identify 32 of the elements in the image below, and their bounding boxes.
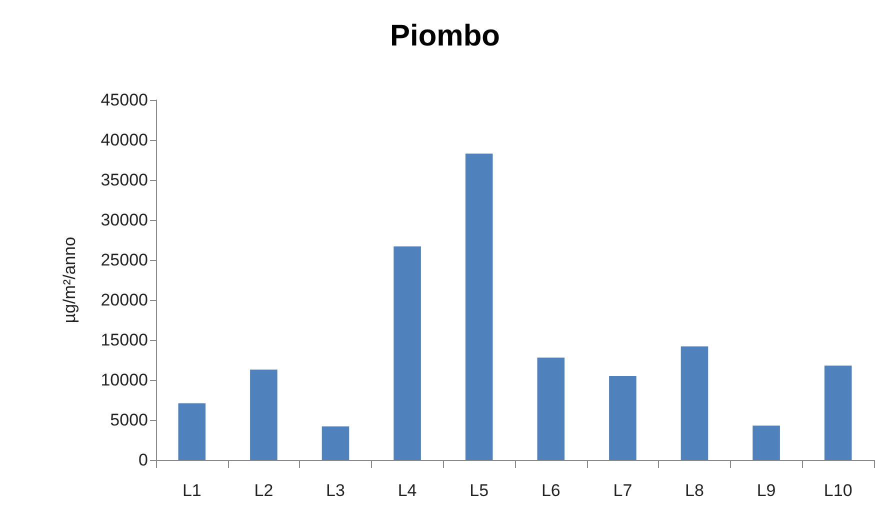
- y-tick-label: 25000: [100, 250, 148, 270]
- y-tick-label: 30000: [100, 210, 148, 230]
- y-tick-label: 20000: [100, 290, 148, 310]
- bar: [394, 246, 421, 460]
- x-tick-label: L3: [326, 481, 345, 500]
- x-tick-label: L9: [756, 481, 776, 500]
- bar: [680, 346, 708, 460]
- x-tick-label: L6: [541, 481, 560, 500]
- y-tick-label: 15000: [100, 330, 148, 350]
- x-tick-label: L7: [613, 481, 632, 500]
- x-tick-label: L10: [824, 481, 852, 500]
- x-tick-label: L8: [685, 481, 704, 500]
- y-tick-label: 5000: [110, 410, 148, 430]
- x-tick-label: L5: [470, 481, 489, 500]
- y-axis-title: µg/m²/anno: [60, 236, 79, 324]
- y-tick-label: 35000: [100, 170, 148, 190]
- bar: [178, 403, 206, 460]
- x-tick-label: L1: [182, 481, 202, 500]
- bar: [250, 370, 278, 460]
- y-tick-label: 10000: [100, 370, 148, 390]
- y-tick-label: 0: [138, 450, 148, 470]
- bar: [824, 366, 852, 460]
- chart-title: Piombo: [390, 20, 500, 52]
- bar: [465, 154, 493, 460]
- y-tick-label: 40000: [100, 130, 148, 150]
- x-tick-label: L4: [398, 481, 417, 500]
- bar: [752, 426, 780, 460]
- bar: [322, 426, 350, 460]
- bar: [609, 376, 636, 460]
- y-tick-label: 45000: [100, 90, 148, 110]
- x-tick-label: L2: [254, 481, 274, 500]
- bar: [537, 358, 565, 460]
